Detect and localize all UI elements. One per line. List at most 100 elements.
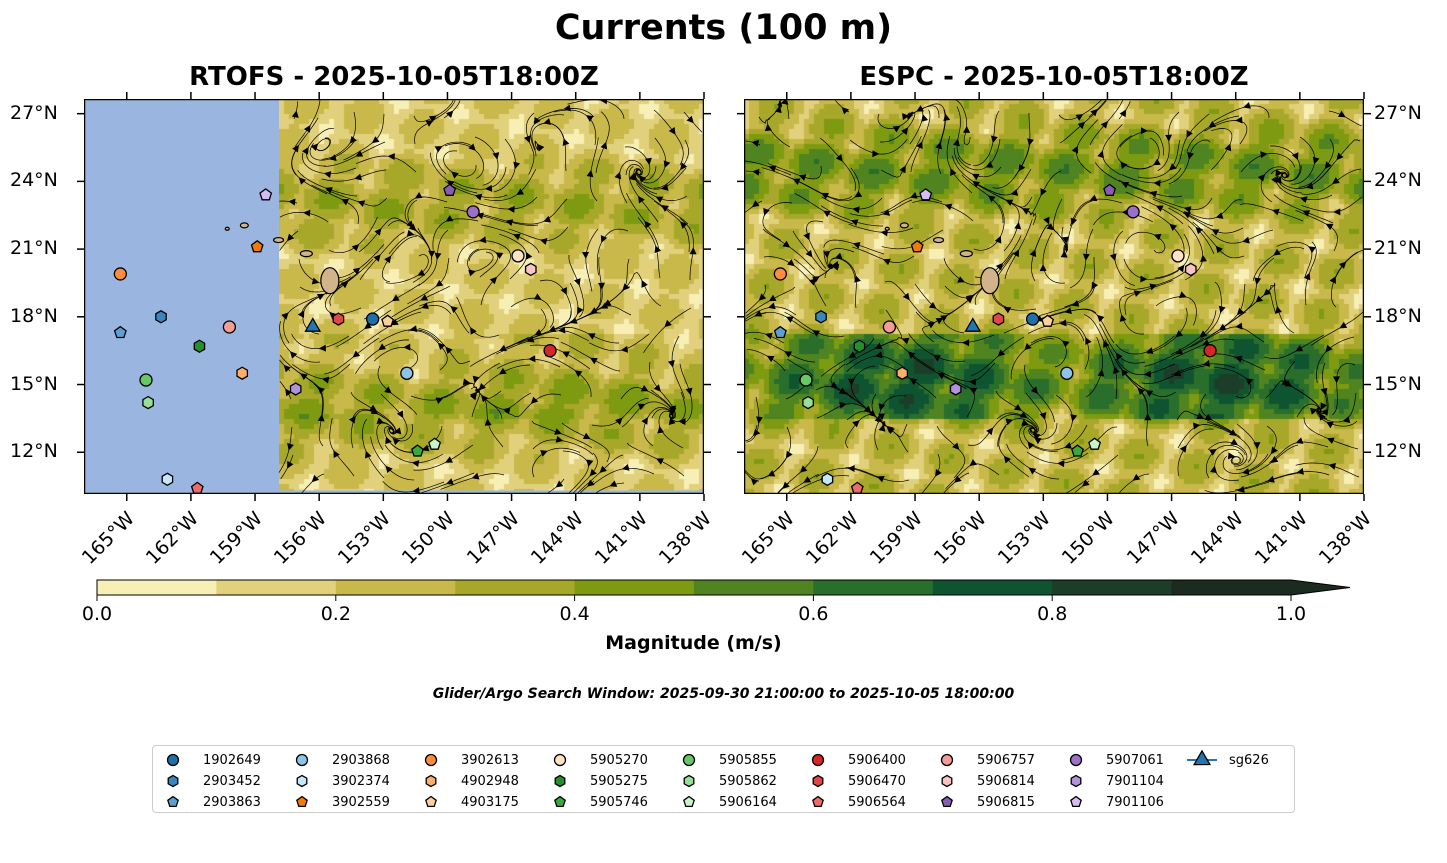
float-marker-sg626[interactable] bbox=[304, 317, 322, 332]
streamline bbox=[1118, 179, 1183, 198]
circle-marker-icon bbox=[811, 753, 825, 767]
float-marker-5906164[interactable] bbox=[1088, 437, 1102, 450]
float-marker-5905275[interactable] bbox=[193, 339, 206, 353]
float-marker-3902559[interactable] bbox=[250, 239, 264, 253]
legend-label: 4903175 bbox=[461, 794, 519, 810]
streamline-arrow bbox=[1029, 249, 1037, 257]
float-marker-1902649[interactable] bbox=[1025, 312, 1040, 326]
streamline-arrow bbox=[1227, 452, 1236, 460]
streamline-arrow bbox=[428, 250, 436, 258]
float-marker-5907061[interactable] bbox=[1126, 205, 1140, 219]
float-marker-5906815[interactable] bbox=[1103, 183, 1117, 196]
streamline-arrow bbox=[351, 244, 360, 252]
float-marker-sg626[interactable] bbox=[964, 317, 982, 332]
streamline bbox=[1113, 230, 1135, 286]
float-marker-5906164[interactable] bbox=[428, 437, 442, 450]
float-marker-7901104[interactable] bbox=[949, 382, 962, 396]
streamline bbox=[1298, 138, 1334, 188]
streamline-arrow bbox=[574, 278, 581, 286]
float-marker-5906815[interactable] bbox=[443, 183, 457, 196]
streamline bbox=[745, 160, 792, 176]
float-marker-5905275[interactable] bbox=[853, 339, 866, 353]
hexagon-marker-icon bbox=[425, 774, 437, 788]
float-marker-2903452[interactable] bbox=[155, 310, 167, 324]
float-marker-2903452[interactable] bbox=[815, 310, 827, 324]
float-marker-2903868[interactable] bbox=[400, 366, 414, 380]
streamline-arrow bbox=[287, 460, 294, 469]
lon-tick-label: 159°W bbox=[205, 507, 267, 569]
float-marker-4903175[interactable] bbox=[1041, 314, 1055, 327]
float-marker-2903863[interactable] bbox=[773, 325, 787, 339]
float-marker-7901106[interactable] bbox=[259, 188, 273, 201]
streamline-arrow bbox=[935, 468, 942, 477]
float-marker-5906757[interactable] bbox=[882, 320, 897, 334]
streamline bbox=[1121, 167, 1182, 184]
streamline-arrow bbox=[1010, 189, 1019, 196]
float-marker-3902613[interactable] bbox=[773, 267, 787, 281]
float-marker-5905855[interactable] bbox=[139, 373, 153, 387]
streamline-arrow bbox=[644, 157, 652, 166]
streamline bbox=[1200, 393, 1241, 438]
float-marker-5906400[interactable] bbox=[1203, 344, 1217, 358]
float-marker-5905855[interactable] bbox=[799, 373, 813, 387]
streamline bbox=[1177, 428, 1214, 477]
float-marker-5906757[interactable] bbox=[222, 320, 237, 334]
streamline bbox=[884, 280, 934, 323]
streamline-arrow bbox=[765, 332, 773, 340]
float-marker-2903868[interactable] bbox=[1060, 366, 1074, 380]
lon-tick-label: 141°W bbox=[1250, 507, 1312, 569]
streamline-arrow bbox=[533, 293, 542, 300]
float-marker-5906814[interactable] bbox=[1184, 262, 1197, 277]
float-marker-5905862[interactable] bbox=[802, 395, 814, 410]
float-marker-5905862[interactable] bbox=[142, 395, 154, 410]
streamline-arrow bbox=[474, 193, 483, 201]
map-espc[interactable] bbox=[744, 99, 1364, 494]
streamline bbox=[1063, 242, 1068, 256]
float-marker-3902613[interactable] bbox=[113, 267, 127, 281]
float-marker-5906814[interactable] bbox=[524, 262, 537, 277]
streamline-arrow bbox=[1211, 229, 1220, 236]
lat-tick-label: 15°N bbox=[10, 372, 58, 395]
float-marker-3902374[interactable] bbox=[821, 472, 834, 487]
streamline bbox=[848, 223, 914, 233]
map-rtofs[interactable] bbox=[84, 99, 704, 494]
streamline-arrow bbox=[384, 255, 392, 264]
float-marker-5906470[interactable] bbox=[332, 312, 345, 326]
streamline-arrow bbox=[782, 240, 791, 248]
float-marker-4902948[interactable] bbox=[236, 366, 249, 380]
hexagon-marker-icon bbox=[554, 774, 566, 788]
float-marker-4903175[interactable] bbox=[381, 314, 395, 327]
streamline-arrow bbox=[882, 209, 890, 216]
float-marker-7901106[interactable] bbox=[919, 188, 933, 201]
streamline-arrow bbox=[609, 480, 618, 487]
colorbar-bin bbox=[1171, 580, 1292, 595]
lon-tick-label: 144°W bbox=[1186, 507, 1248, 569]
legend-label: 5906400 bbox=[848, 752, 906, 768]
streamline-arrow bbox=[562, 351, 570, 358]
streamline-arrow bbox=[1169, 223, 1178, 231]
float-marker-5907061[interactable] bbox=[466, 205, 480, 219]
streamline-arrow bbox=[341, 199, 350, 206]
streamline bbox=[595, 111, 610, 174]
float-marker-5905270[interactable] bbox=[1171, 249, 1185, 263]
float-marker-5906470[interactable] bbox=[992, 312, 1005, 326]
legend-item-5905275: 5905275 bbox=[548, 771, 648, 791]
streamline bbox=[945, 463, 1000, 490]
streamlines bbox=[744, 99, 1364, 494]
float-marker-3902374[interactable] bbox=[161, 472, 174, 487]
float-marker-5905746[interactable] bbox=[1071, 444, 1084, 457]
streamline-arrow bbox=[1153, 233, 1162, 241]
streamline bbox=[1085, 336, 1103, 398]
lat-tick-label: 27°N bbox=[10, 101, 58, 124]
float-marker-2903863[interactable] bbox=[113, 325, 127, 339]
float-marker-7901104[interactable] bbox=[289, 382, 302, 396]
float-marker-5905746[interactable] bbox=[411, 444, 424, 457]
legend-item-4903175: 4903175 bbox=[419, 792, 519, 812]
float-marker-3902559[interactable] bbox=[910, 239, 924, 253]
streamline-arrow bbox=[686, 115, 694, 124]
float-marker-1902649[interactable] bbox=[365, 312, 380, 326]
float-marker-4902948[interactable] bbox=[896, 366, 909, 380]
float-marker-5906400[interactable] bbox=[543, 344, 557, 358]
lon-tick-label: 156°W bbox=[929, 507, 992, 569]
float-marker-5905270[interactable] bbox=[511, 249, 525, 263]
